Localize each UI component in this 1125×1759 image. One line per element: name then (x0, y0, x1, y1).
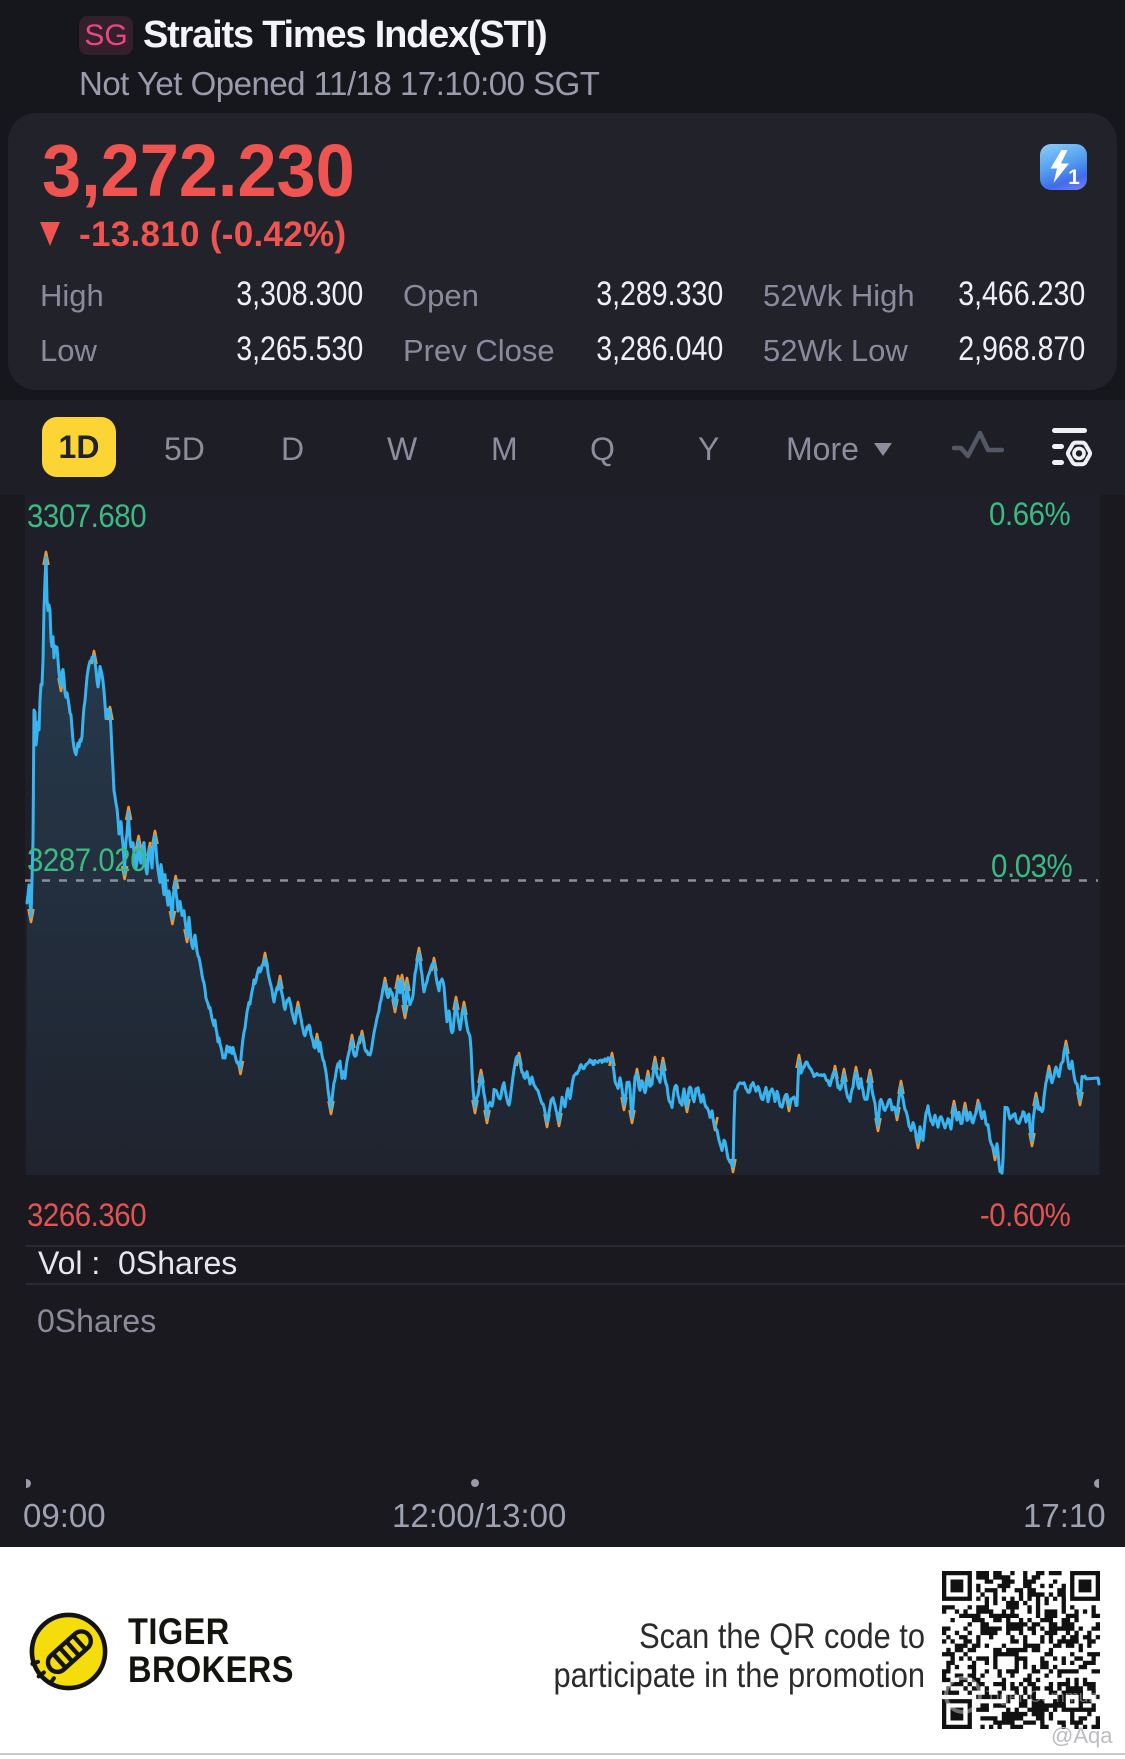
svg-text:Tiger Community: Tiger Community (986, 1687, 1100, 1706)
svg-text:1: 1 (1068, 166, 1080, 189)
